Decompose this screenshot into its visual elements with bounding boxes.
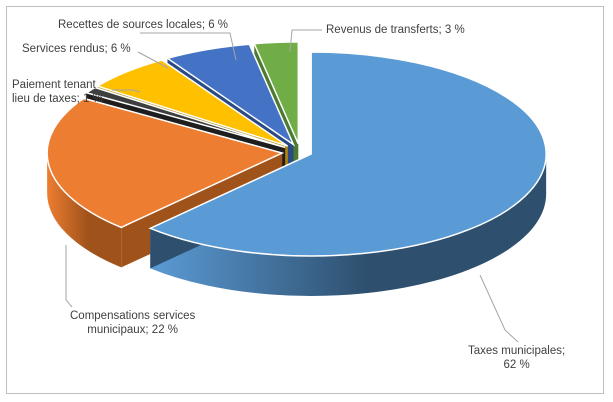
label-transferts: Revenus de transferts; 3 %	[326, 24, 465, 36]
slice-transferts-top	[253, 41, 300, 145]
slice-paiement-top	[84, 86, 286, 149]
slice-services-top	[95, 59, 289, 147]
leader-services	[137, 51, 169, 69]
slice-compensations-side	[47, 153, 122, 268]
slice-taxes-top	[148, 51, 547, 257]
label-compensations-line1: Compensations services	[70, 310, 196, 322]
label-taxes-line2: 62 %	[503, 359, 530, 371]
label-paiement-line2: lieu de taxes; 1 %	[12, 93, 103, 105]
label-paiement: Paiement tenant lieu de taxes; 1 %	[12, 78, 103, 106]
leader-recettes	[140, 32, 237, 61]
pie-top-faces	[46, 41, 547, 257]
label-compensations-line2: municipaux; 22 %	[87, 324, 179, 336]
label-taxes: Taxes municipales; 62 %	[468, 344, 565, 372]
label-paiement-line1: Paiement tenant	[12, 79, 96, 91]
leader-paiement	[112, 89, 141, 93]
leader-lines	[65, 29, 519, 343]
label-services: Services rendus; 6 %	[22, 43, 131, 55]
label-compensations: Compensations services municipaux; 22 %	[70, 309, 195, 337]
slice-recettes-top	[165, 43, 296, 147]
slice-compensations-top	[46, 97, 285, 229]
leader-transferts	[289, 29, 322, 53]
label-recettes: Recettes de sources locales; 6 %	[58, 19, 229, 31]
leader-taxes	[479, 274, 519, 343]
slice-taxes-side	[150, 153, 547, 296]
leader-compensations	[65, 245, 73, 308]
label-taxes-line1: Taxes municipales;	[468, 345, 566, 357]
